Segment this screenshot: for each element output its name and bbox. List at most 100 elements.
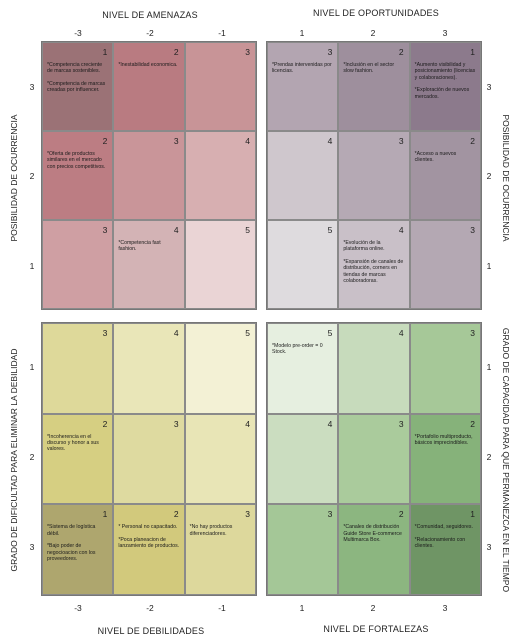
- cell-score: 5: [327, 328, 333, 338]
- cell-note: *Oferta de productos similares en el mer…: [47, 151, 106, 170]
- amenazas-cell: 3: [113, 131, 185, 220]
- amenazas-cell: 1 *Competencia creciente de marcas sosten…: [42, 42, 114, 131]
- cell-score: 3: [102, 328, 108, 338]
- cell-note: *Prendas intervenidas por licencias.: [272, 62, 332, 75]
- amenazas-cell: 3: [42, 220, 114, 309]
- amenazas-cell: 2 *Inestabilidad economica.: [113, 42, 185, 131]
- debilidades-matrix: 3 4 5 2 *Incoherencia en el discurso y honor…: [41, 322, 257, 596]
- amenazas-matrix: 1 *Competencia creciente de marcas sosten…: [41, 41, 257, 310]
- tick-right-upper-2: 2: [486, 171, 492, 181]
- cell-note: *Exploración de nuevos mercados.: [414, 87, 470, 100]
- cell-notes: *Comunidad, seguidores. *Relacionamiento …: [415, 524, 476, 555]
- cell-note: *Portafolio multiproducto, básicos impre…: [414, 433, 473, 447]
- debilidades-cell: 3 *No hay productos diferenciadores.: [184, 504, 256, 595]
- cell-score: 4: [173, 225, 179, 235]
- fortalezas-cell: 2 *Canales de distribución Guide Store E-…: [338, 504, 410, 595]
- cell-notes: *Competencia creciente de marcas sosteni…: [47, 62, 108, 100]
- cell-note: *Aumento visibilidad y posicionamiento (…: [414, 62, 476, 81]
- amenazas-cell: 5: [184, 220, 256, 309]
- tick-fortalezas-2: 2: [370, 603, 376, 613]
- tick-oportunidades-3: 3: [442, 28, 448, 38]
- cell-score: 3: [245, 509, 250, 520]
- tick-amenazas-1: -3: [74, 28, 82, 38]
- fortalezas-cell: 4: [267, 413, 339, 505]
- cell-notes: *Inestabilidad economica.: [118, 62, 179, 74]
- tick-amenazas-2: -2: [146, 28, 154, 38]
- cell-score: 2: [470, 418, 475, 429]
- fortalezas-cell: 1 *Comunidad, seguidores. *Relacionamiento…: [409, 504, 481, 595]
- cell-note: *Bajo poder de negocioacion con los prov…: [47, 543, 96, 562]
- left-lower-axis-title: GRADO DE DIFICULTAD PARA ELIMINAR LA DEB…: [9, 348, 19, 572]
- oportunidades-cell: 3: [338, 131, 410, 220]
- tick-fortalezas-1: 1: [299, 603, 305, 613]
- cell-note: *Evolución de la plataforma online.: [343, 240, 385, 253]
- tick-left-lower-2: 2: [29, 452, 35, 462]
- debilidades-cell: 3: [113, 413, 185, 505]
- cell-notes: *Portafolio multiproducto, básicos impre…: [415, 434, 476, 453]
- debilidades-cell: 5: [184, 323, 256, 414]
- tick-left-lower-1: 1: [29, 362, 35, 372]
- debilidades-axis-title: NIVEL DE DEBILIDADES: [97, 626, 205, 636]
- debilidades-cell: 3: [42, 323, 114, 414]
- cell-notes: *Incoherencia en el discurso y honor a s…: [47, 434, 108, 459]
- cell-score: 4: [398, 225, 404, 235]
- amenazas-cell: 4: [184, 131, 256, 220]
- tick-oportunidades-1: 1: [299, 28, 305, 38]
- cell-note: *Competencia de marcas creadas por influ…: [47, 80, 106, 94]
- tick-left-lower-3: 3: [29, 542, 35, 552]
- cell-note: *Competencia creciente de marcas sosteni…: [47, 62, 103, 75]
- cell-note: *Relacionamiento con clientes.: [414, 536, 466, 550]
- cell-score: 5: [245, 328, 250, 338]
- cell-note: *Competencia fast fashion.: [118, 240, 161, 253]
- fortalezas-cell: 3: [267, 504, 339, 595]
- cell-notes: * Personal no capacitado. *Poca planeacio…: [118, 524, 179, 555]
- cell-note: *Comunidad, seguidores.: [414, 524, 473, 531]
- cell-score: 2: [173, 509, 179, 520]
- oportunidades-cell: 2 *Acceso a nuevos clientes.: [409, 131, 481, 220]
- cell-notes: *Sistema de logística débil. *Bajo poder …: [47, 524, 108, 568]
- oportunidades-matrix: 3 *Prendas intervenidas por licencias. 2 *I…: [266, 41, 482, 310]
- cell-notes: *Canales de distribución Guide Store E-c…: [343, 524, 404, 549]
- cell-score: 5: [245, 225, 250, 235]
- cell-note: *Inestabilidad economica.: [118, 62, 178, 68]
- cell-score: 2: [173, 47, 179, 57]
- tick-right-lower-1: 1: [486, 362, 492, 372]
- tick-debilidades-2: -2: [146, 603, 154, 613]
- cell-score: 3: [398, 418, 404, 429]
- cell-score: 3: [245, 47, 250, 57]
- cell-score: 1: [470, 47, 475, 57]
- cell-score: 2: [102, 418, 108, 429]
- cell-note: *Modelo pre-order = 0 Stock.: [272, 343, 323, 356]
- fortalezas-matrix: 5 *Modelo pre-order = 0 Stock. 4 3 4 3 2 *Porta…: [266, 322, 482, 596]
- fortalezas-cell: 4: [338, 323, 410, 414]
- cell-score: 2: [470, 136, 475, 146]
- oportunidades-cell: 4: [267, 131, 339, 220]
- tick-left-upper-2: 2: [29, 171, 35, 181]
- cell-score: 5: [327, 225, 333, 235]
- cell-notes: *No hay productos diferenciadores.: [190, 524, 251, 543]
- cell-score: 1: [102, 509, 108, 520]
- cell-score: 1: [470, 509, 475, 520]
- cell-notes: *Competencia fast fashion.: [118, 240, 179, 259]
- cell-score: 3: [102, 225, 108, 235]
- debilidades-cell: 2 *Incoherencia en el discurso y honor a …: [42, 413, 114, 505]
- fortalezas-cell: 3: [338, 413, 410, 505]
- cell-score: 2: [398, 509, 404, 520]
- fortalezas-cell: 5 *Modelo pre-order = 0 Stock.: [267, 323, 339, 414]
- tick-left-upper-3: 1: [29, 261, 35, 271]
- cell-score: 4: [327, 136, 333, 146]
- cell-notes: *Oferta de productos similares en el mer…: [47, 151, 108, 176]
- debilidades-cell: 2 * Personal no capacitado. *Poca planeaci…: [113, 504, 185, 595]
- cell-score: 3: [173, 136, 179, 146]
- cell-note: *Expansión de canales de distribución, c…: [343, 258, 404, 285]
- debilidades-cell: 4: [184, 413, 256, 505]
- tick-debilidades-3: -1: [218, 603, 226, 613]
- cell-notes: *Inclusión en el sector slow fashion.: [343, 62, 404, 81]
- debilidades-cell: 1 *Sistema de logística débil. *Bajo poder…: [42, 504, 114, 595]
- oportunidades-cell: 1 *Aumento visibilidad y posicionamiento …: [409, 42, 481, 131]
- cell-score: 4: [327, 418, 333, 429]
- tick-right-upper-1: 3: [486, 82, 492, 92]
- cell-note: *Acceso a nuevos clientes.: [414, 151, 457, 164]
- cell-notes: *Evolución de la plataforma online. *Expa…: [343, 240, 404, 290]
- oportunidades-cell: 5: [267, 220, 339, 309]
